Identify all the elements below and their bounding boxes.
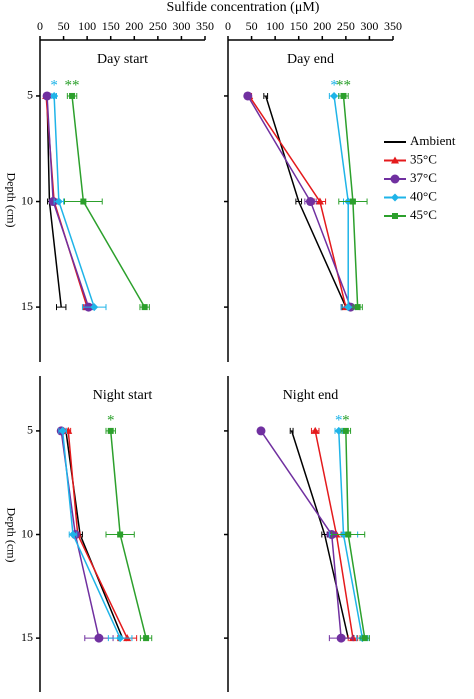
marker	[354, 304, 361, 311]
x-tick-label: 250	[149, 19, 167, 33]
marker	[42, 91, 52, 101]
y-axis-title: Depth (cm)	[4, 173, 18, 228]
panel-title: Night end	[283, 388, 339, 403]
marker	[330, 91, 339, 100]
y-tick-label: 5	[27, 423, 33, 437]
marker	[340, 92, 347, 99]
y-tick-label: 10	[21, 193, 33, 207]
marker	[391, 193, 399, 202]
significance: *	[50, 77, 58, 93]
error-bar	[56, 304, 67, 311]
marker	[390, 174, 400, 184]
marker	[54, 197, 63, 206]
marker	[80, 198, 87, 205]
marker	[143, 635, 150, 642]
marker	[391, 156, 399, 164]
x-tick-label: 0	[37, 19, 43, 33]
x-tick-label: 0	[225, 19, 231, 33]
marker	[117, 531, 124, 538]
panel-title: Day start	[97, 52, 148, 67]
marker	[69, 530, 77, 539]
marker	[243, 91, 253, 101]
panel-title: Night start	[93, 388, 153, 403]
x-tick-label: 300	[172, 19, 190, 33]
marker	[116, 634, 125, 643]
legend-label: 35°C	[410, 151, 437, 166]
y-axis-title: Depth (cm)	[4, 508, 18, 563]
significance: *	[330, 77, 338, 93]
marker	[311, 426, 320, 434]
panel-title: Day end	[287, 52, 334, 67]
x-tick-label: 250	[337, 19, 355, 33]
error-bar	[289, 427, 294, 434]
marker	[345, 531, 352, 538]
x-tick-label: 50	[246, 19, 258, 33]
marker	[58, 426, 67, 435]
marker	[342, 427, 349, 434]
x-axis-title: Sulfide concentration (μM)	[167, 0, 320, 15]
marker	[361, 635, 368, 642]
legend-label: Ambient	[410, 133, 456, 148]
significance: **	[336, 77, 351, 93]
significance: *	[107, 412, 115, 428]
legend-label: 37°C	[410, 170, 437, 185]
marker	[392, 213, 398, 219]
marker	[315, 197, 324, 205]
significance: *	[342, 412, 350, 428]
marker	[336, 633, 346, 643]
x-tick-label: 100	[78, 19, 96, 33]
x-tick-label: 100	[266, 19, 284, 33]
marker	[94, 633, 104, 643]
marker	[90, 303, 99, 312]
x-tick-label: 200	[125, 19, 143, 33]
y-tick-label: 5	[27, 88, 33, 102]
error-bar	[295, 198, 303, 205]
x-tick-label: 150	[290, 19, 308, 33]
x-tick-label: 50	[58, 19, 70, 33]
marker	[141, 304, 148, 311]
marker	[50, 91, 59, 100]
marker	[107, 427, 114, 434]
marker	[349, 198, 356, 205]
y-tick-label: 15	[21, 630, 33, 644]
y-tick-label: 10	[21, 526, 33, 540]
x-tick-label: 150	[102, 19, 120, 33]
legend-label: 40°C	[410, 188, 437, 203]
marker	[344, 303, 353, 312]
marker	[69, 92, 76, 99]
y-tick-label: 15	[21, 299, 33, 313]
x-tick-label: 350	[196, 19, 214, 33]
x-tick-label: 200	[313, 19, 331, 33]
marker	[306, 197, 315, 207]
legend-label: 45°C	[410, 207, 437, 222]
x-tick-label: 300	[360, 19, 378, 33]
marker	[48, 197, 58, 207]
error-bar	[263, 92, 269, 99]
significance: *	[335, 412, 343, 428]
x-tick-label: 350	[384, 19, 402, 33]
significance: **	[65, 77, 80, 93]
marker	[256, 426, 266, 436]
